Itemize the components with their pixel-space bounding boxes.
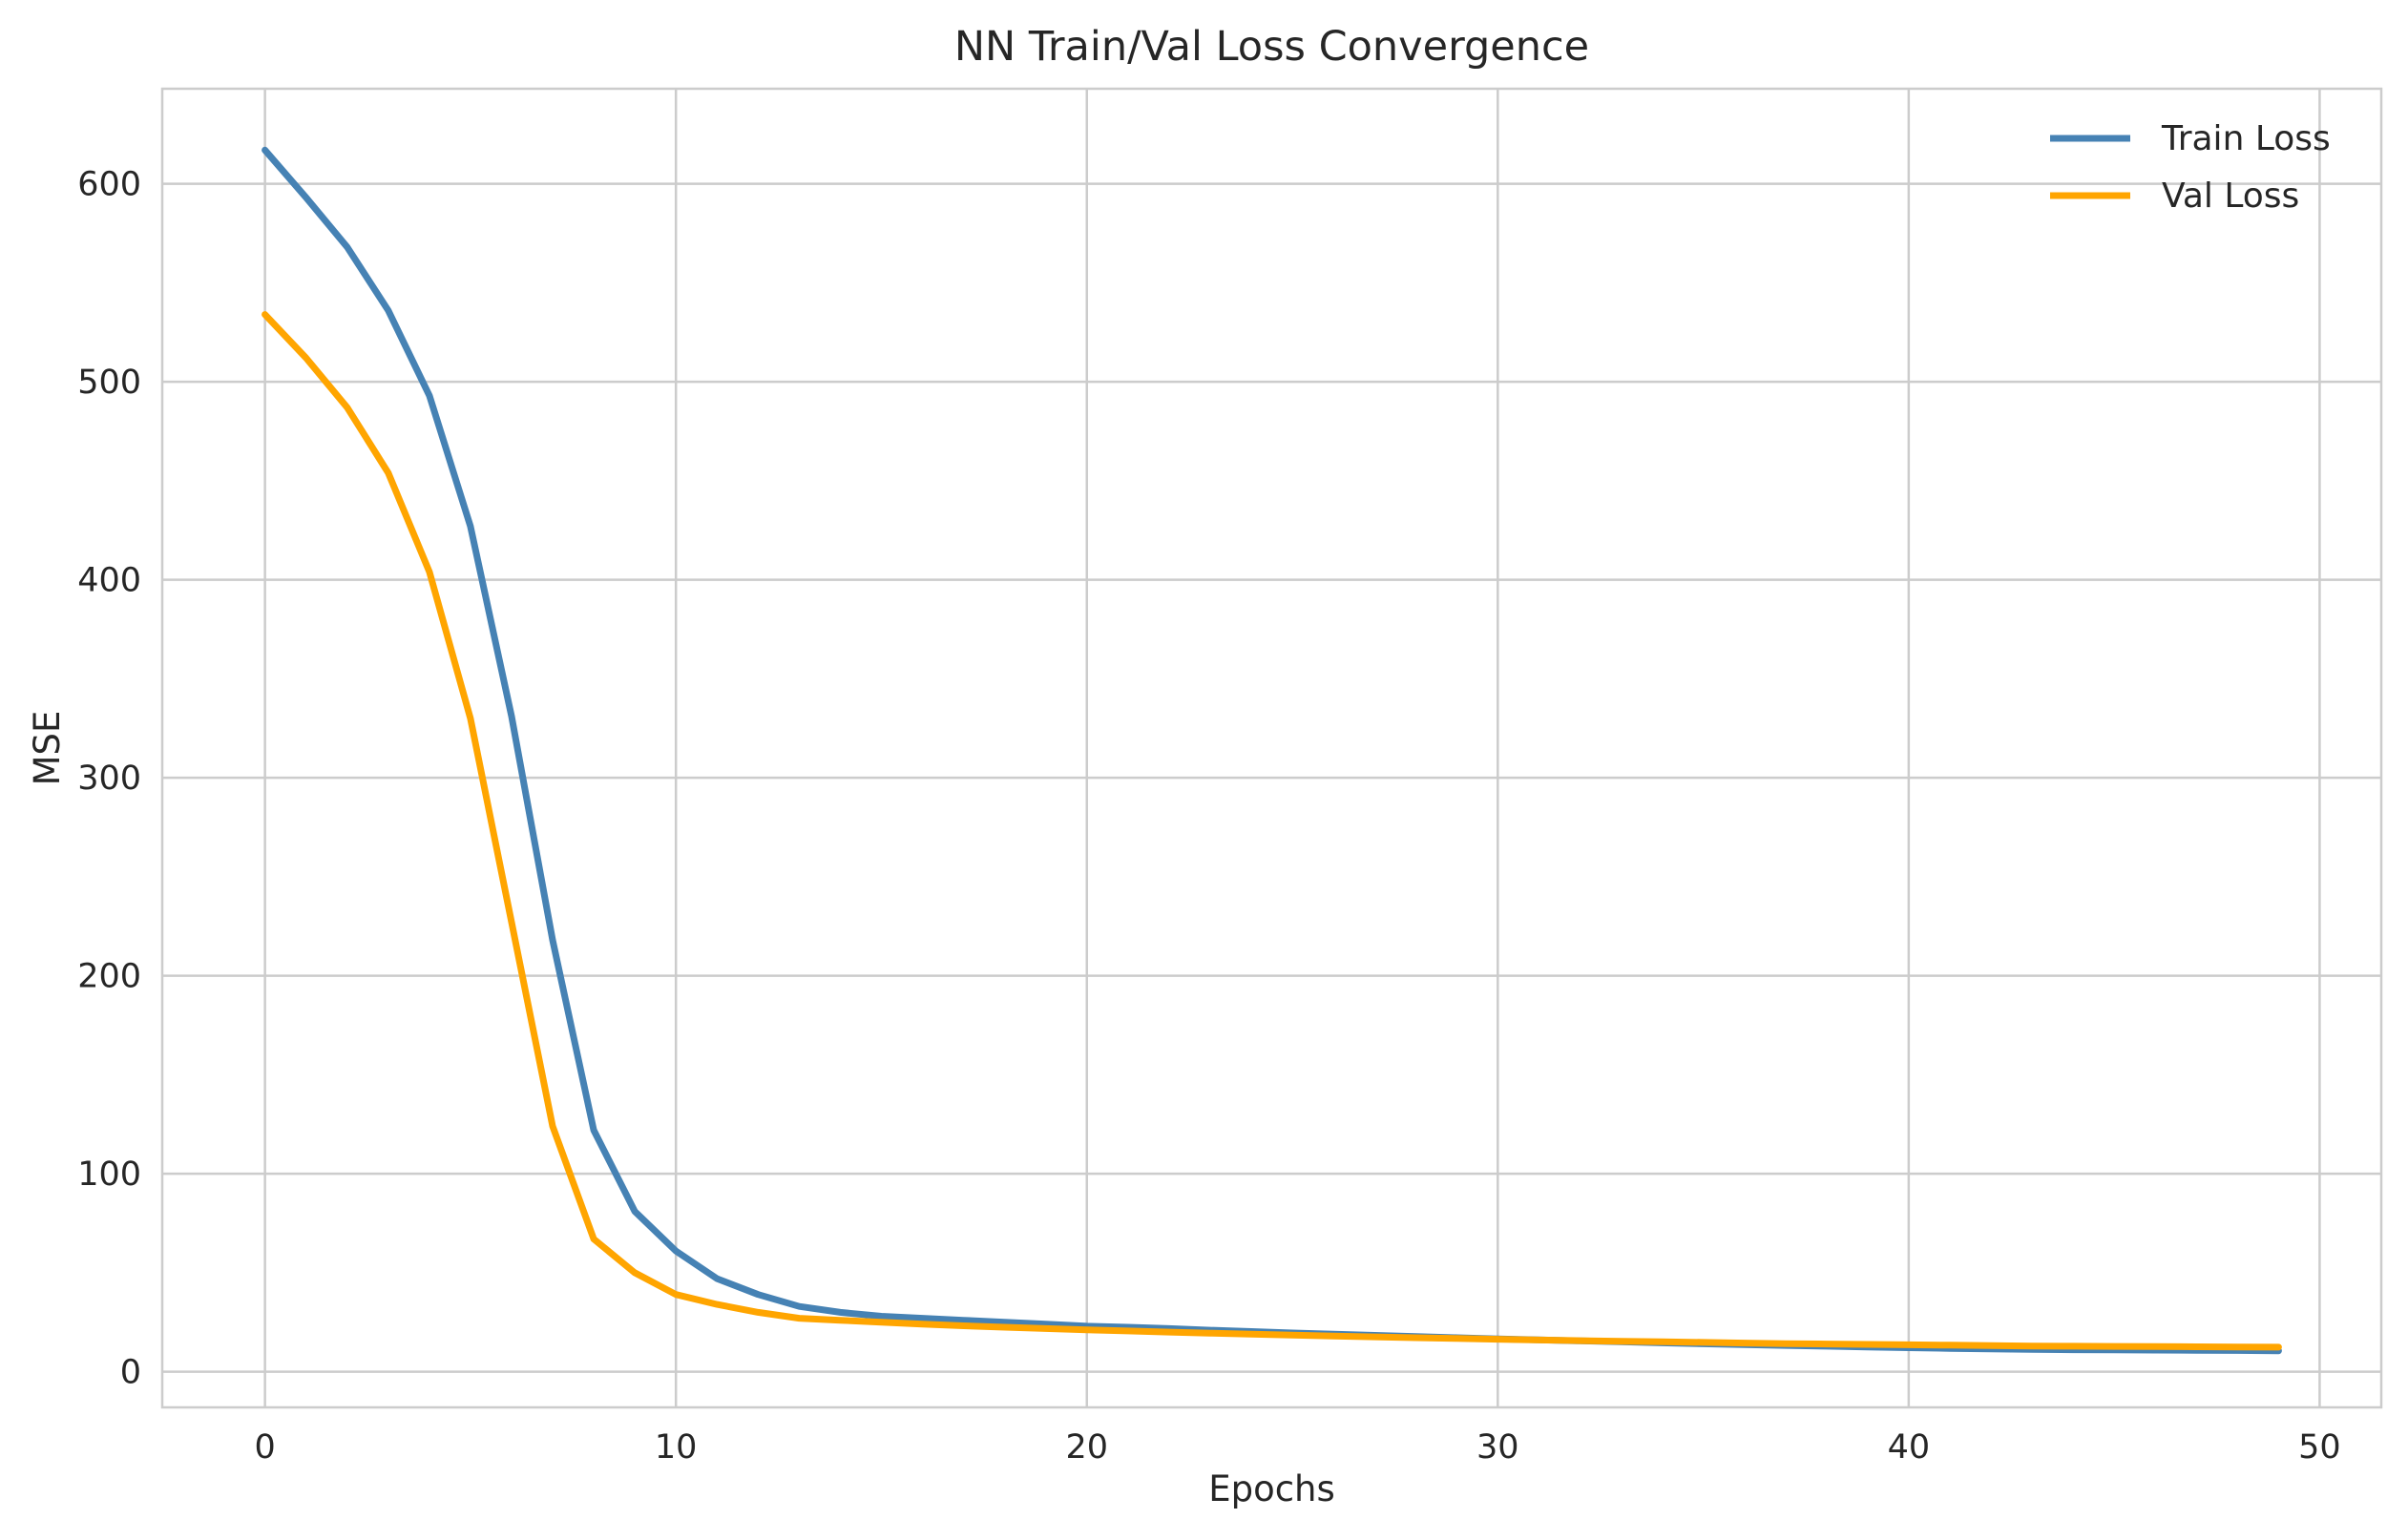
y-tick-label: 0 (120, 1354, 141, 1392)
x-tick-label: 20 (1065, 1428, 1108, 1467)
chart-title: NN Train/Val Loss Convergence (954, 23, 1589, 71)
legend-label-val-loss: Val Loss (2162, 177, 2299, 216)
x-tick-labels: 0 10 20 30 40 50 (254, 1428, 2340, 1467)
y-tick-label: 600 (77, 166, 141, 204)
y-tick-labels: 0 100 200 300 400 500 600 (77, 166, 141, 1392)
legend: Train Loss Val Loss (2050, 119, 2331, 216)
y-tick-label: 400 (77, 562, 141, 600)
plot-area (160, 87, 2383, 1409)
x-tick-label: 10 (655, 1428, 698, 1467)
grid (162, 89, 2381, 1407)
x-tick-label: 30 (1476, 1428, 1519, 1467)
series-lines (262, 146, 2282, 1355)
val-loss-line (262, 311, 2282, 1351)
x-tick-label: 0 (254, 1428, 275, 1467)
y-tick-label: 200 (77, 958, 141, 996)
x-tick-label: 50 (2298, 1428, 2341, 1467)
x-tick-label: 40 (1888, 1428, 1931, 1467)
y-tick-label: 100 (77, 1155, 141, 1194)
y-tick-label: 300 (77, 760, 141, 798)
y-tick-label: 500 (77, 364, 141, 402)
x-axis-title: Epochs (1208, 1468, 1335, 1509)
legend-label-train-loss: Train Loss (2161, 119, 2331, 158)
y-axis-title: MSE (27, 711, 68, 786)
